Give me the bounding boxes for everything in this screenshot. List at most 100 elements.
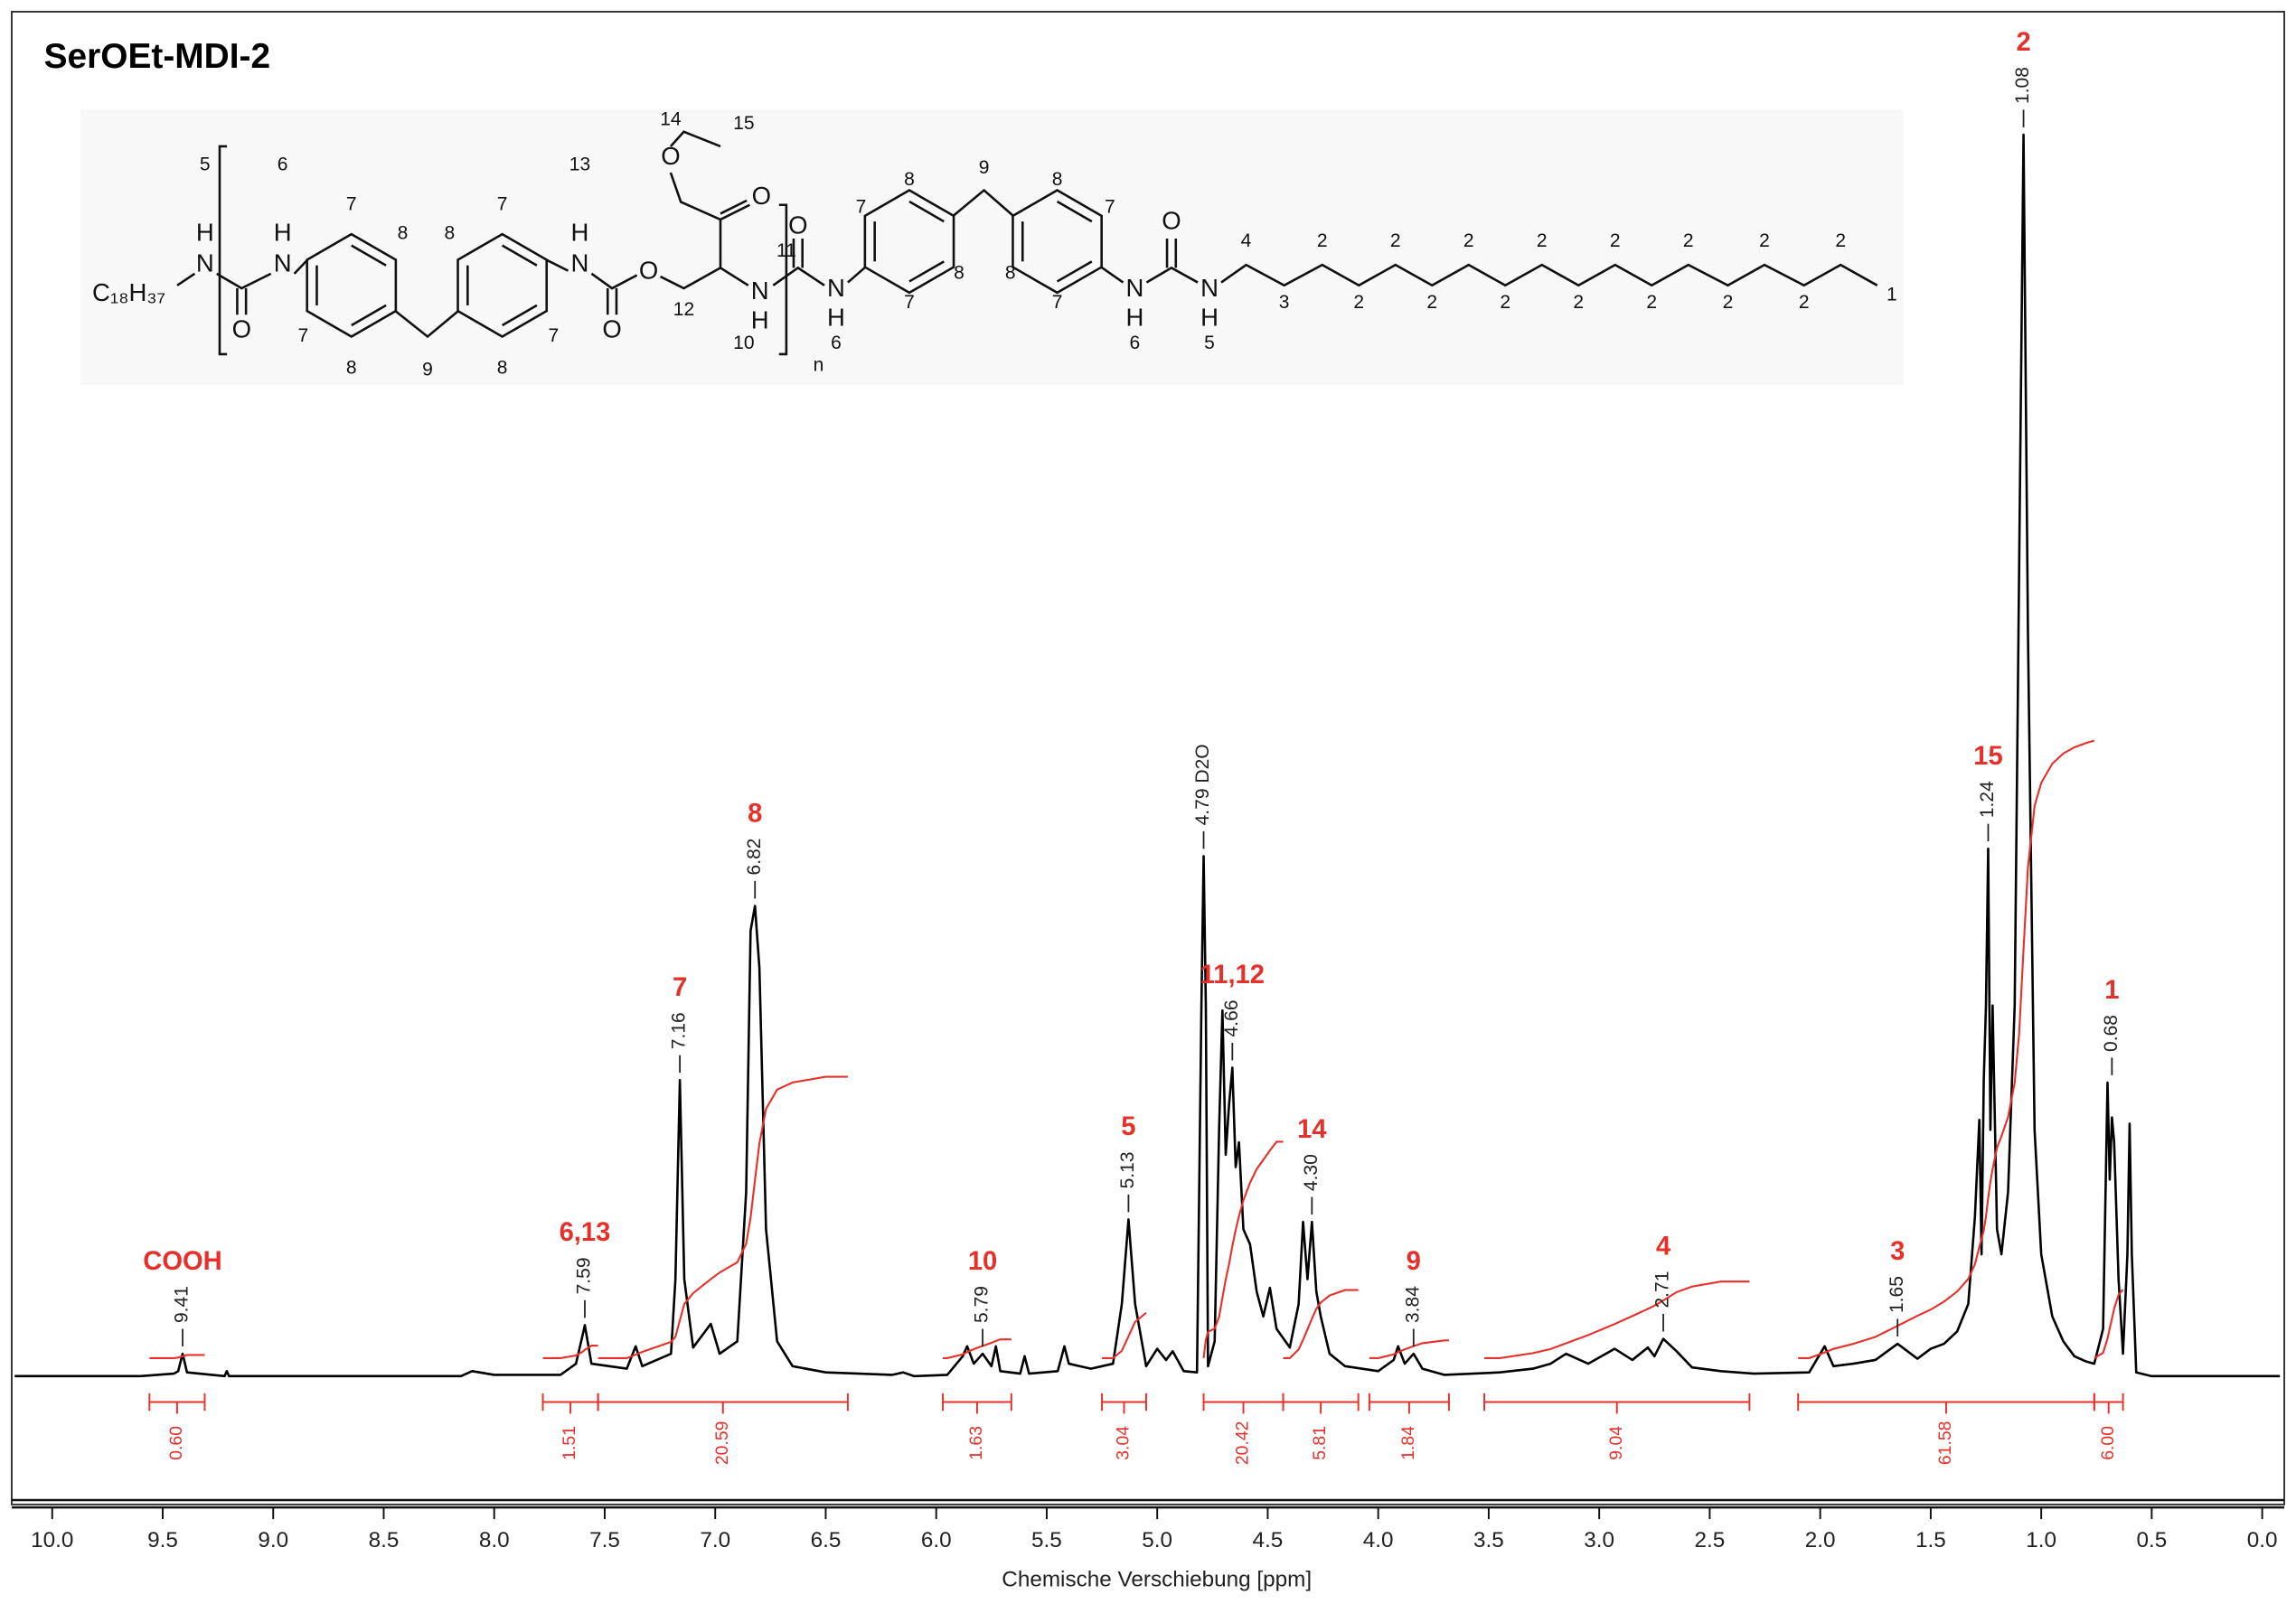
integral-label: 0.60 [166, 1426, 186, 1460]
chart-title: SerOEt-MDI-2 [44, 37, 270, 76]
assignment-label: 8 [748, 799, 762, 828]
structure-label: 9 [979, 157, 990, 178]
structure-label: 2 [1759, 230, 1770, 251]
structure-label: 2 [1610, 230, 1621, 251]
bond [847, 266, 867, 284]
structure-label: 7 [497, 193, 508, 214]
assignment-label: 9 [1407, 1247, 1421, 1276]
structure-label: 8 [1005, 262, 1016, 283]
structure-label: N [1200, 274, 1219, 302]
integral-curve [1484, 1280, 1750, 1359]
x-tick-label: 10.0 [31, 1528, 73, 1552]
structure-label: N [751, 277, 769, 305]
structure-label: 2 [1390, 230, 1401, 251]
structure-label: H [196, 218, 214, 246]
assignment-label: 3 [1890, 1237, 1905, 1266]
structure-label: 7 [1052, 292, 1063, 313]
x-tick-label: 7.5 [589, 1528, 620, 1552]
assignment-label: 4 [1656, 1232, 1671, 1261]
structure-label: 7 [297, 325, 308, 346]
bracket [218, 145, 228, 356]
bracket [778, 203, 788, 356]
integral-curve [149, 1354, 205, 1359]
x-axis-label: Chemische Verschiebung [ppm] [1002, 1568, 1312, 1592]
ring-double-bond [351, 244, 387, 267]
bond [1220, 263, 1878, 287]
structure-label: 2 [1353, 292, 1364, 313]
integral-curve [542, 1345, 598, 1359]
ring-double-bond [351, 304, 387, 327]
assignment-label: 11,12 [1200, 961, 1265, 990]
structure-label: N [571, 249, 589, 277]
bond [176, 272, 272, 315]
structure-label: 7 [548, 325, 559, 346]
structure-label: 1 [1887, 285, 1897, 305]
structure-label: 2 [1317, 230, 1328, 251]
ring-double-bond [501, 244, 538, 267]
structure-label: 2 [1683, 230, 1694, 251]
integral-curve [1202, 1140, 1284, 1359]
x-tick-label: 8.0 [479, 1528, 510, 1552]
structure-label: 6 [278, 155, 288, 175]
structure-label: 12 [673, 299, 694, 320]
ring-double-bond [1056, 260, 1093, 283]
structure-label: 8 [444, 223, 455, 244]
peak-label: 5.13 [1117, 1151, 1138, 1188]
integral-label: 6.00 [2098, 1426, 2118, 1460]
x-tick-label: 0.5 [2136, 1528, 2167, 1552]
bond [394, 310, 459, 339]
x-tick-label: 9.0 [258, 1528, 288, 1552]
structure-label: 2 [1646, 292, 1657, 313]
assignment-label: COOH [143, 1247, 221, 1276]
assignment-label: 2 [2016, 28, 2030, 57]
structure-label: 7 [346, 193, 357, 214]
peak-label: 1.24 [1977, 781, 1998, 818]
ring [306, 232, 398, 338]
peak-label: 2.71 [1652, 1271, 1673, 1309]
structure-label: 2 [1537, 230, 1548, 251]
x-tick-label: 6.0 [921, 1528, 952, 1552]
peak-label: 3.84 [1402, 1286, 1423, 1323]
structure-label: 10 [733, 333, 754, 353]
ring-double-bond [908, 200, 945, 223]
integral-label: 20.59 [712, 1421, 732, 1466]
ring-double-bond [908, 260, 945, 283]
structure-label: 2 [1573, 292, 1584, 313]
bond [772, 238, 825, 286]
structure-label: O [232, 314, 251, 342]
structure-label: 13 [569, 155, 590, 175]
integral-label: 1.51 [560, 1426, 579, 1460]
peak-label: 4.66 [1221, 999, 1242, 1037]
ring-double-bond [501, 304, 538, 327]
bond [952, 188, 1014, 217]
peak-label: 0.68 [2101, 1015, 2122, 1052]
integral-label: 5.81 [1310, 1426, 1330, 1460]
structure-label: 2 [1799, 292, 1810, 313]
ring [1012, 189, 1103, 295]
structure-label: O [661, 142, 680, 170]
structure-label: H [751, 306, 769, 334]
assignment-label: 10 [968, 1247, 997, 1276]
integral-curve [1798, 739, 2095, 1359]
assignment-label: 1 [2104, 976, 2119, 1005]
structure-background [80, 109, 1904, 385]
x-tick-label: 3.0 [1584, 1528, 1614, 1552]
integral-curve [943, 1338, 1012, 1359]
x-tick-label: 7.0 [700, 1528, 730, 1552]
integral-curve [1283, 1289, 1359, 1359]
structure-label: H [274, 218, 292, 246]
structure-label: H [827, 303, 845, 331]
bond [659, 130, 750, 290]
structure-label: 3 [1279, 292, 1290, 313]
structure-label: 2 [1500, 292, 1510, 313]
peak-label: 7.16 [669, 1012, 690, 1049]
structure-label: 8 [954, 262, 965, 283]
structure-label: N [274, 249, 292, 277]
structure-label: 2 [1426, 292, 1437, 313]
structure-label: O [1162, 206, 1181, 234]
x-tick-label: 6.5 [811, 1528, 842, 1552]
integral-curve [1102, 1312, 1147, 1359]
structure-label: O [752, 182, 771, 210]
ring-double-bond [1056, 200, 1093, 223]
